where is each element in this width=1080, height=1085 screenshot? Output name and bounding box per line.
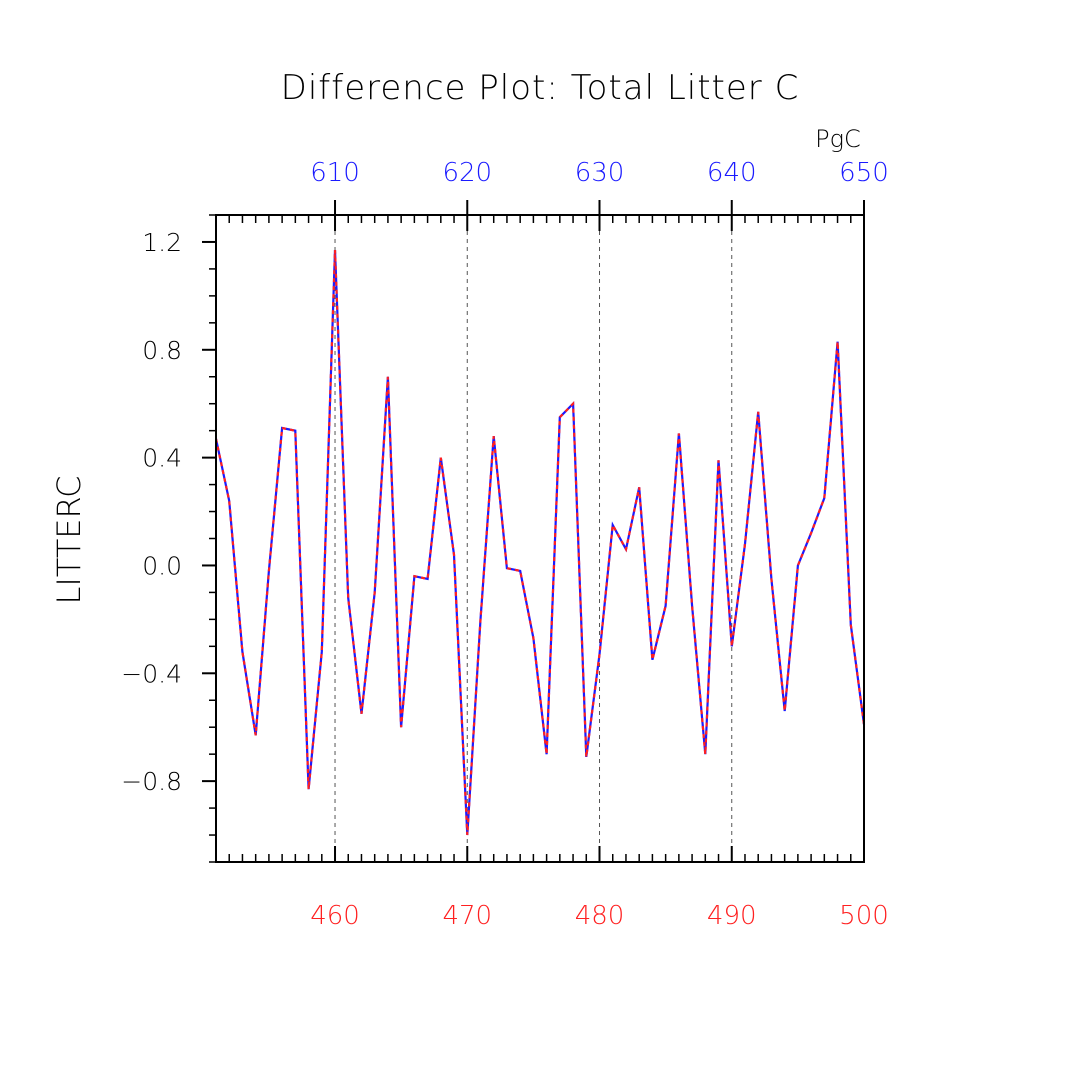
x-tick-label: 460: [310, 901, 360, 931]
chart-title: Difference Plot: Total Litter C: [281, 68, 800, 108]
y-tick-label: −0.4: [121, 659, 182, 688]
tick-labels: −0.8 −0.4 0.0 0.4 0.8 1.2 460 470 480 490 500 610 62…: [121, 158, 889, 931]
plot-frame: [215, 214, 865, 863]
x-tick-label: 470: [442, 901, 492, 931]
top-x-tick-label: 620: [442, 158, 492, 188]
series-line-blue: [214, 249, 866, 836]
x-tick-label: 490: [707, 901, 757, 931]
top-x-tick-label: 630: [575, 158, 625, 188]
grid-lines: [334, 215, 733, 862]
y-axis-label: LITTERC: [50, 476, 88, 605]
y-tick-label: 1.2: [142, 228, 182, 257]
x-tick-label: 480: [575, 901, 625, 931]
y-tick-label: 0.0: [142, 551, 182, 580]
top-x-tick-label: 650: [839, 158, 889, 188]
y-tick-label: 0.4: [142, 444, 182, 473]
top-x-tick-label: 640: [707, 158, 757, 188]
series-lines: [214, 249, 866, 836]
x-tick-label: 500: [839, 901, 889, 931]
tick-marks: [202, 200, 865, 863]
series-line-red-dashed: [214, 249, 866, 836]
top-axis-unit-label: PgC: [815, 125, 861, 153]
y-tick-label: −0.8: [121, 767, 182, 796]
y-tick-label: 0.8: [142, 336, 182, 365]
axes: [215, 214, 865, 863]
top-x-tick-label: 610: [310, 158, 360, 188]
